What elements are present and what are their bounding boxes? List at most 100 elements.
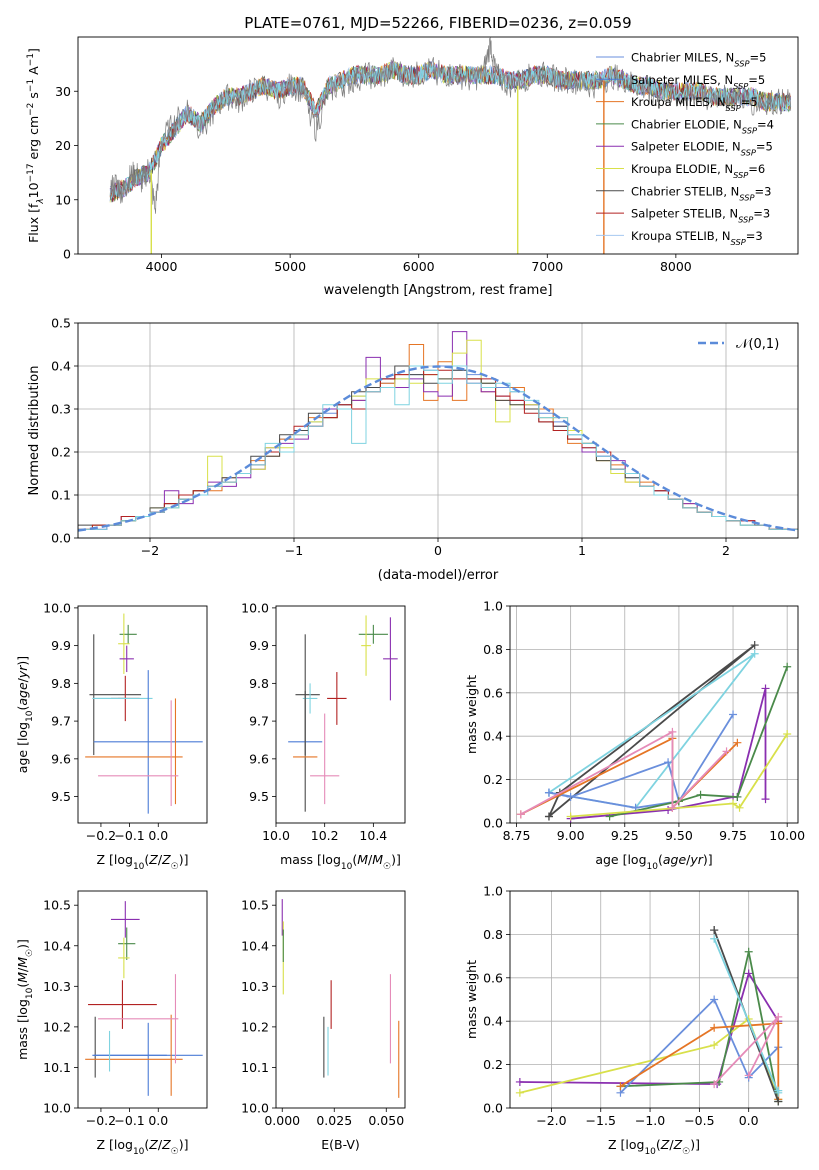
y-axis-label: mass weight xyxy=(464,675,479,754)
y-tick-label: 10.0 xyxy=(43,1101,71,1116)
legend-label: Salpeter STELIB, NSSP=3 xyxy=(631,207,770,225)
weight-marker xyxy=(733,792,742,801)
legend-label: Salpeter MILES, NSSP=5 xyxy=(631,73,765,91)
x-tick-label: −0.5 xyxy=(684,1113,714,1128)
weight-marker xyxy=(696,790,705,799)
x-tick-label: −2.0 xyxy=(536,1113,566,1128)
label-part: Z xyxy=(148,1137,158,1152)
label-part: SSP xyxy=(742,125,757,135)
panel-mass-vs-EBV: 0.000 0.025 0.050 10.0 10.1 10.2 10.3 10.4 10.5 E… xyxy=(241,890,406,1152)
figure-title: PLATE=0761, MJD=52266, FIBERID=0236, z=0… xyxy=(244,14,631,32)
label-part: age [log xyxy=(595,852,646,867)
legend-label: Kroupa STELIB, NSSP=3 xyxy=(631,229,763,247)
x-axis-label: wavelength [Angstrom, rest frame] xyxy=(324,283,553,298)
label-part: mass [log xyxy=(15,999,30,1060)
label-part: Flux [f xyxy=(26,203,41,243)
y-tick-label: 10.1 xyxy=(43,1060,71,1075)
y-tick-label: 0.0 xyxy=(483,816,503,831)
x-tick-label: 9.00 xyxy=(557,828,585,843)
y-tick-label: 9.8 xyxy=(249,676,269,691)
weight-line xyxy=(519,971,780,1086)
plot-area xyxy=(78,331,798,538)
legend-label: 𝒩(0,1) xyxy=(736,337,779,352)
label-part: Salpeter MILES, N xyxy=(631,73,733,87)
y-tick-label: 0.4 xyxy=(483,729,503,744)
x-axis-label: E(B-V) xyxy=(321,1137,360,1152)
label-part: 10 xyxy=(644,1147,656,1157)
label-part: )] xyxy=(391,852,401,867)
y-tick-label: 10.0 xyxy=(241,1101,269,1116)
model-spectrum-line xyxy=(109,62,792,200)
label-part: SSP xyxy=(726,103,741,113)
legend-label: Kroupa MILES, NSSP=5 xyxy=(631,95,758,113)
label-part: Z [log xyxy=(96,852,132,867)
x-axis-label: Z [log10(Z/Z☉)] xyxy=(96,852,188,872)
x-tick-label: 6000 xyxy=(403,259,435,274)
weight-line xyxy=(609,666,789,818)
y-tick-label: 30 xyxy=(55,84,71,99)
label-part: SSP xyxy=(739,192,754,202)
y-tick-label: 10.4 xyxy=(43,938,71,953)
label-part: age xyxy=(663,852,687,867)
weight-line xyxy=(520,730,728,816)
label-part: 10 xyxy=(133,862,145,872)
y-tick-label: 10.5 xyxy=(241,898,269,913)
weight-marker xyxy=(515,1088,524,1097)
x-tick-label: 0.000 xyxy=(264,1113,300,1128)
weight-marker xyxy=(710,1041,719,1050)
label-part: ] xyxy=(26,48,41,53)
y-axis-label: Flux [fλ10−17 erg cm−2 s−1 A−1] xyxy=(26,48,46,243)
weight-marker xyxy=(761,684,770,693)
label-part: ( xyxy=(144,852,149,867)
legend-label: Chabrier MILES, NSSP=5 xyxy=(631,51,766,69)
label-part: =4 xyxy=(757,117,774,131)
label-part: Kroupa MILES, N xyxy=(631,95,726,109)
y-tick-label: 9.7 xyxy=(51,714,71,729)
y-tick-label: 10.3 xyxy=(43,979,71,994)
label-part: =3 xyxy=(754,184,771,198)
label-part: Chabrier ELODIE, N xyxy=(631,117,742,131)
label-part: =5 xyxy=(756,140,773,154)
x-tick-label: 2 xyxy=(722,543,730,558)
label-part: Z xyxy=(660,1137,670,1152)
weight-marker xyxy=(744,947,753,956)
y-tick-label: 0.0 xyxy=(51,531,71,546)
y-tick-label: 10.3 xyxy=(241,979,269,994)
label-part: Chabrier MILES, N xyxy=(631,51,734,65)
label-part: ( xyxy=(15,983,30,988)
weight-marker xyxy=(722,747,731,756)
panel-mass-vs-Z: −0.2−0.1 0.0 10.0 10.1 10.2 10.3 10.4 10.5 Z [lo… xyxy=(15,890,208,1157)
y-tick-label: 10.2 xyxy=(241,1019,269,1034)
label-part: =3 xyxy=(746,229,763,243)
x-tick-label: 0.0 xyxy=(148,828,168,843)
weight-marker xyxy=(774,1086,783,1095)
weight-line xyxy=(570,733,788,818)
y-tick-label: 10.0 xyxy=(43,600,71,615)
axes-frame xyxy=(275,890,406,1109)
label-part: =5 xyxy=(749,51,766,65)
y-tick-label: 1.0 xyxy=(483,599,503,614)
label-part: −1 xyxy=(26,53,36,66)
y-tick-label: 0.2 xyxy=(51,445,71,460)
weight-line xyxy=(620,1022,780,1100)
weight-marker xyxy=(566,792,575,801)
x-axis-label: mass [log10(M/M☉)] xyxy=(280,852,401,872)
label-part: )] xyxy=(179,1137,189,1152)
x-tick-label: 0.050 xyxy=(368,1113,404,1128)
weight-marker xyxy=(544,788,553,797)
panel-weight-vs-age: 8.75 9.00 9.25 9.50 9.75 10.00 0.0 0.2 0.4 0.6 0.8… xyxy=(464,599,805,873)
x-tick-label: 9.25 xyxy=(611,828,639,843)
weight-marker xyxy=(761,795,770,804)
label-part: ☉ xyxy=(25,949,35,957)
y-tick-label: 10.0 xyxy=(241,600,269,615)
label-part: )] xyxy=(15,939,30,949)
x-axis-label: Z [log10(Z/Z☉)] xyxy=(96,1137,188,1157)
weight-marker xyxy=(710,1080,719,1089)
label-part: M xyxy=(15,957,30,968)
label-part: −1 xyxy=(26,79,36,92)
x-tick-label: −0.2 xyxy=(86,1113,116,1128)
y-tick-label: 0 xyxy=(63,247,71,262)
x-tick-label: 1 xyxy=(578,543,586,558)
label-part: =5 xyxy=(741,95,758,109)
